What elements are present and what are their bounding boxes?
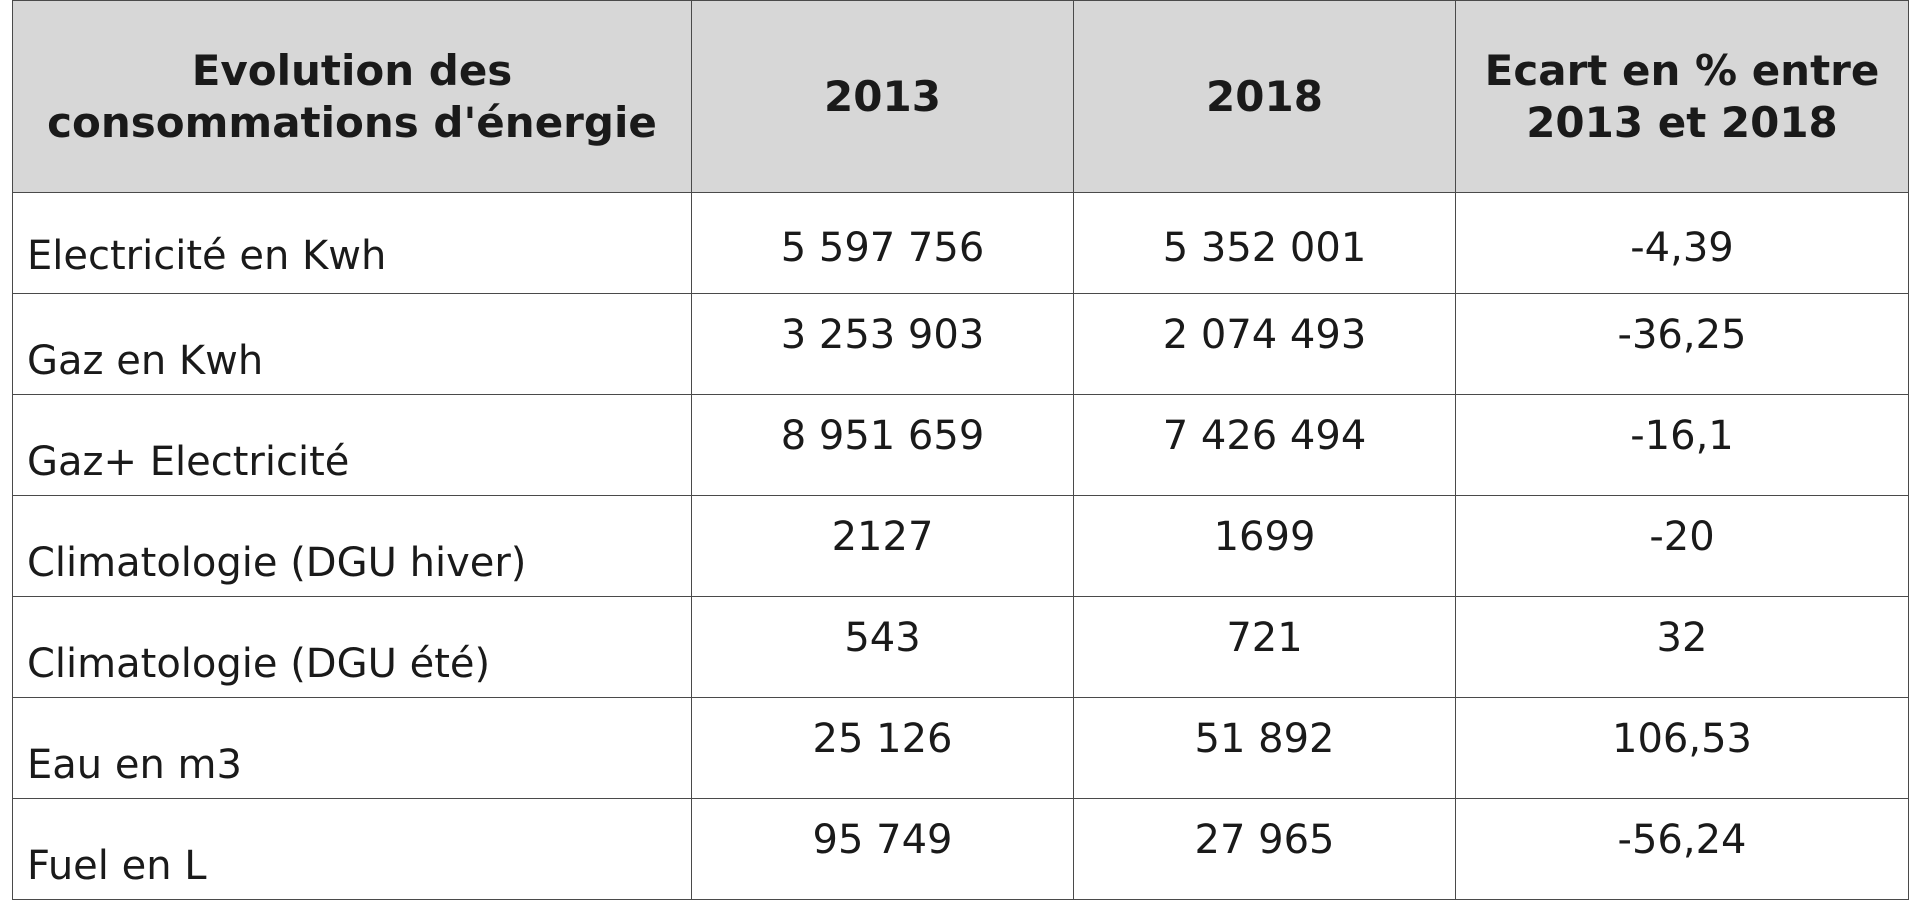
table-row: Climatologie (DGU hiver) 2127 1699 -20 bbox=[12, 495, 1909, 597]
row-label: Climatologie (DGU hiver) bbox=[12, 495, 692, 597]
value-ecart: 106,53 bbox=[1455, 697, 1909, 799]
value-2013: 5 597 756 bbox=[691, 192, 1074, 294]
table-row: Gaz+ Electricité 8 951 659 7 426 494 -16… bbox=[12, 394, 1909, 496]
value-2018: 5 352 001 bbox=[1073, 192, 1456, 294]
table-row: Eau en m3 25 126 51 892 106,53 bbox=[12, 697, 1909, 799]
header-ecart: Ecart en % entre 2013 et 2018 bbox=[1455, 0, 1909, 193]
value-2013: 543 bbox=[691, 596, 1074, 698]
value-2013: 8 951 659 bbox=[691, 394, 1074, 496]
table-row: Climatologie (DGU été) 543 721 32 bbox=[12, 596, 1909, 698]
header-evolution: Evolution des consommations d'énergie bbox=[12, 0, 692, 193]
value-2013: 2127 bbox=[691, 495, 1074, 597]
energy-table-container: Evolution des consommations d'énergie 20… bbox=[12, 0, 1909, 900]
value-ecart: -36,25 bbox=[1455, 293, 1909, 395]
row-label: Gaz en Kwh bbox=[12, 293, 692, 395]
table-row: Electricité en Kwh 5 597 756 5 352 001 -… bbox=[12, 192, 1909, 294]
value-ecart: -20 bbox=[1455, 495, 1909, 597]
value-ecart: -56,24 bbox=[1455, 798, 1909, 900]
value-2018: 2 074 493 bbox=[1073, 293, 1456, 395]
row-label: Gaz+ Electricité bbox=[12, 394, 692, 496]
row-label: Fuel en L bbox=[12, 798, 692, 900]
header-2013: 2013 bbox=[691, 0, 1074, 193]
value-2018: 51 892 bbox=[1073, 697, 1456, 799]
row-label: Climatologie (DGU été) bbox=[12, 596, 692, 698]
value-2018: 27 965 bbox=[1073, 798, 1456, 900]
value-ecart: -16,1 bbox=[1455, 394, 1909, 496]
value-2018: 1699 bbox=[1073, 495, 1456, 597]
table-header-row: Evolution des consommations d'énergie 20… bbox=[12, 0, 1909, 193]
energy-consumption-table: Evolution des consommations d'énergie 20… bbox=[12, 0, 1909, 900]
row-label: Electricité en Kwh bbox=[12, 192, 692, 294]
value-ecart: 32 bbox=[1455, 596, 1909, 698]
value-2018: 721 bbox=[1073, 596, 1456, 698]
table-row: Fuel en L 95 749 27 965 -56,24 bbox=[12, 798, 1909, 900]
header-2018: 2018 bbox=[1073, 0, 1456, 193]
row-label: Eau en m3 bbox=[12, 697, 692, 799]
value-2013: 95 749 bbox=[691, 798, 1074, 900]
value-2013: 3 253 903 bbox=[691, 293, 1074, 395]
value-2013: 25 126 bbox=[691, 697, 1074, 799]
table-row: Gaz en Kwh 3 253 903 2 074 493 -36,25 bbox=[12, 293, 1909, 395]
value-ecart: -4,39 bbox=[1455, 192, 1909, 294]
value-2018: 7 426 494 bbox=[1073, 394, 1456, 496]
